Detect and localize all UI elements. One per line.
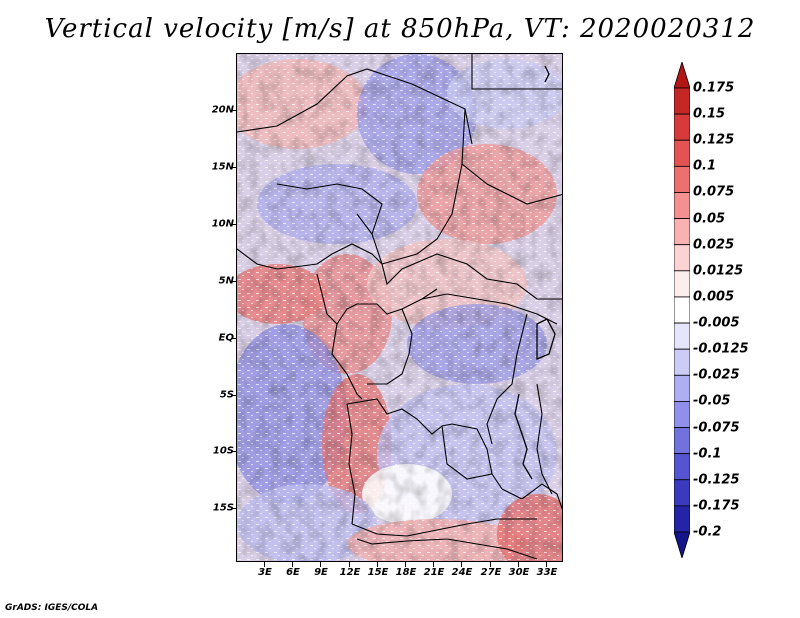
lon-tick [264, 562, 265, 567]
colorbar-label: 0.05 [693, 211, 726, 227]
colorbar-band [674, 374, 690, 402]
lat-tick [231, 451, 236, 452]
colorbar-band [674, 192, 690, 219]
lat-tick [231, 395, 236, 396]
lon-label: 3E [258, 567, 272, 578]
lon-tick [546, 562, 547, 567]
colorbar-label: -0.075 [693, 420, 740, 436]
colorbar-label: 0.15 [693, 106, 726, 122]
lon-tick [518, 562, 519, 567]
lat-tick [231, 338, 236, 339]
colorbar-band [674, 505, 690, 533]
colorbar-band [674, 165, 690, 193]
colorbar-label: -0.05 [693, 393, 731, 409]
lat-tick [231, 167, 236, 168]
lat-label: 5N [218, 275, 234, 287]
lon-label: 30E [508, 567, 530, 578]
credit-text: GrADS: IGES/COLA [5, 603, 99, 613]
colorbar-label: 0.0125 [693, 263, 744, 279]
colorbar-label: 0.075 [693, 184, 735, 200]
lat-label: 10N [211, 218, 234, 230]
colorbar-band [674, 401, 690, 428]
lon-tick [405, 562, 406, 567]
colorbar-band [674, 348, 690, 376]
lon-label: 21E [423, 567, 445, 578]
lon-label: 6E [286, 567, 300, 578]
colorbar-label: -0.175 [693, 498, 740, 514]
lat-label: 5S [219, 389, 234, 401]
lat-label: 15S [212, 502, 234, 514]
lon-label: 33E [536, 567, 558, 578]
colorbar-band [674, 479, 690, 507]
colorbar-label: 0.025 [693, 237, 735, 253]
lat-label: EQ [218, 332, 234, 344]
lakes-coastline [514, 65, 556, 480]
lon-label: 27E [480, 567, 502, 578]
country-borders [237, 54, 562, 560]
lon-tick [320, 562, 321, 567]
colorbar-label: 0.1 [693, 158, 717, 174]
lat-label: 20N [211, 104, 234, 116]
lon-tick [433, 562, 434, 567]
colorbar-label: -0.005 [693, 315, 740, 331]
lon-tick [349, 562, 350, 567]
lat-label: 15N [211, 161, 234, 173]
colorbar-label: -0.0125 [693, 341, 749, 357]
colorbar-label: 0.125 [693, 132, 735, 148]
map-title: Vertical velocity [m/s] at 850hPa, VT: 2… [44, 14, 756, 44]
lon-label: 9E [314, 567, 328, 578]
colorbar-band [674, 270, 690, 298]
colorbar-band [674, 113, 690, 141]
lat-tick [231, 224, 236, 225]
lat-tick [231, 281, 236, 282]
lon-tick [461, 562, 462, 567]
map-panel [236, 53, 563, 562]
colorbar-band [674, 322, 690, 350]
lon-tick [292, 562, 293, 567]
colorbar-band [674, 218, 690, 246]
colorbar [674, 62, 690, 558]
colorbar-label: -0.2 [693, 524, 722, 540]
lon-label: 24E [451, 567, 473, 578]
colorbar-top-triangle [674, 62, 690, 89]
colorbar-label: -0.025 [693, 367, 740, 383]
colorbar-band [674, 87, 690, 115]
colorbar-label: -0.1 [693, 446, 722, 462]
lon-label: 15E [367, 567, 389, 578]
vertical-velocity-field [237, 54, 562, 561]
colorbar-label: 0.175 [693, 80, 735, 96]
lon-label: 18E [395, 567, 417, 578]
colorbar-band [674, 244, 690, 272]
colorbar-band [674, 427, 690, 455]
colorbar-band [674, 139, 690, 167]
colorbar-label: 0.005 [693, 289, 735, 305]
lat-tick [231, 110, 236, 111]
lon-tick [377, 562, 378, 567]
colorbar-label: -0.125 [693, 472, 740, 488]
colorbar-band [674, 296, 690, 324]
colorbar-band [674, 453, 690, 481]
lat-tick [231, 508, 236, 509]
colorbar-bottom-triangle [674, 531, 690, 558]
lat-label: 10S [212, 445, 234, 457]
lon-label: 12E [339, 567, 361, 578]
lon-tick [490, 562, 491, 567]
